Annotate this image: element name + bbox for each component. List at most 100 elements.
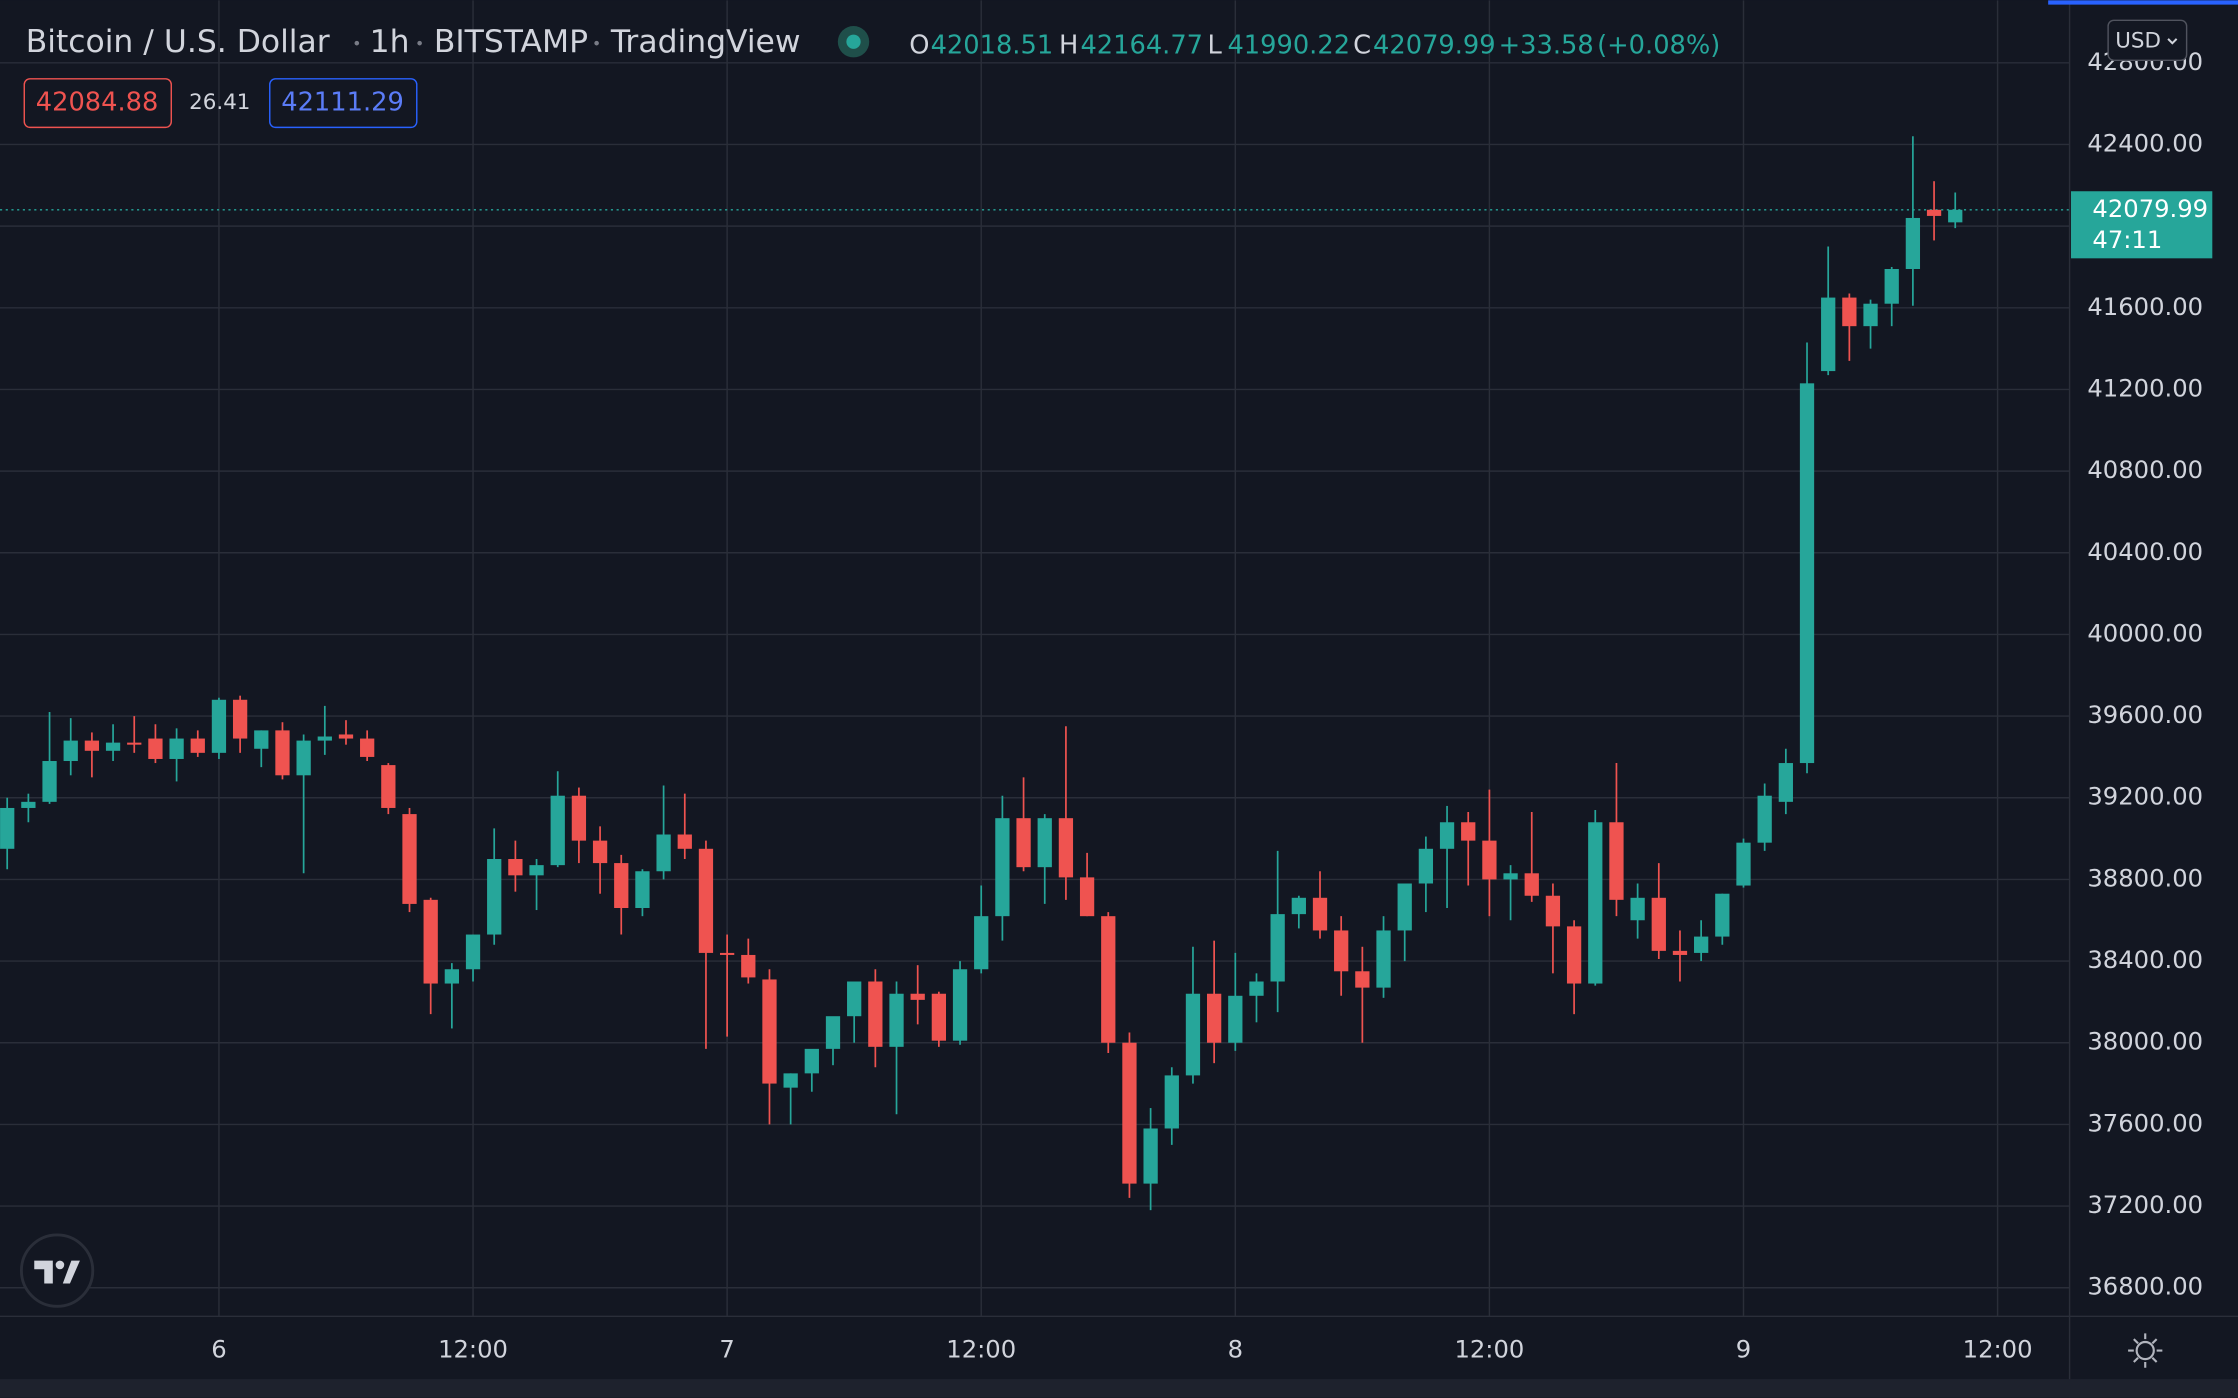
candle-body xyxy=(42,761,57,802)
candle-body xyxy=(1418,848,1434,884)
separator xyxy=(594,40,599,46)
candle-body xyxy=(889,993,904,1047)
y-tick-label: 36800.00 xyxy=(2087,1272,2203,1301)
ohlc-header: O 42018.51 H 42164.77 L 41990.22 C 42079.99 xyxy=(909,31,1495,61)
candle-body xyxy=(1461,822,1476,841)
candle-body xyxy=(21,801,36,808)
candle-body xyxy=(232,699,248,739)
currency-button[interactable] xyxy=(2107,19,2188,61)
candle-body xyxy=(614,863,629,909)
status-dot xyxy=(846,34,861,49)
y-tick-label: 41600.00 xyxy=(2087,292,2203,321)
candle-body xyxy=(550,795,565,866)
candle-body xyxy=(1312,897,1328,931)
x-tick-label: 6 xyxy=(211,1335,226,1364)
source: TradingView xyxy=(610,24,801,60)
candle-body xyxy=(1736,842,1751,886)
candle-body xyxy=(63,740,78,762)
separator xyxy=(354,40,360,46)
candle-body xyxy=(254,730,269,749)
bottom-strip xyxy=(0,1379,2238,1398)
candle-body xyxy=(211,699,227,753)
candle-body xyxy=(741,954,756,978)
logo-mark xyxy=(34,1260,80,1284)
candle-body xyxy=(974,916,989,970)
candle-body xyxy=(1058,818,1074,878)
candle-body xyxy=(1566,926,1582,984)
top-accent xyxy=(2048,0,2238,5)
candle-body xyxy=(698,848,714,953)
buy-box[interactable] xyxy=(269,78,418,129)
change-percent: (+0.08%) xyxy=(1597,31,1720,61)
sell-price[interactable]: 42084.88 xyxy=(36,88,159,118)
candle-body xyxy=(360,738,375,757)
candles xyxy=(0,136,1963,1211)
y-tick-label: 39600.00 xyxy=(2087,700,2203,729)
candle-body xyxy=(1206,993,1222,1043)
candle-body xyxy=(1037,818,1052,868)
candle-body xyxy=(804,1048,819,1074)
candle-body xyxy=(1503,873,1518,880)
candle-body xyxy=(1926,209,1942,216)
candle-body xyxy=(825,1016,841,1049)
candle-body xyxy=(1545,895,1561,927)
candle-body xyxy=(127,742,142,745)
candle-body xyxy=(1334,930,1349,972)
candle-body xyxy=(1694,936,1709,953)
candle-body xyxy=(1101,916,1116,1043)
candle-body xyxy=(1588,822,1603,984)
currency-caret xyxy=(2167,38,2178,45)
logo[interactable] xyxy=(19,1233,95,1308)
ohlc-letter: C xyxy=(1353,31,1371,61)
candle-body xyxy=(275,730,290,776)
x-tick-label: 12:00 xyxy=(1454,1335,1524,1364)
candle-body xyxy=(677,834,692,849)
change: +33.58 xyxy=(1499,31,1594,61)
candle-body xyxy=(635,871,650,909)
candle-body xyxy=(381,765,396,808)
candle-body xyxy=(1016,818,1031,868)
x-tick-label: 7 xyxy=(719,1335,734,1364)
candle-body xyxy=(0,807,15,849)
y-tick-label: 42400.00 xyxy=(2087,128,2203,157)
candle-body xyxy=(1778,763,1793,802)
candle-body xyxy=(571,795,587,841)
last-price-label: 42079.99 xyxy=(2092,194,2208,223)
grid xyxy=(0,0,2070,1317)
candle-body xyxy=(1079,877,1095,917)
x-tick-label: 9 xyxy=(1736,1335,1751,1364)
buy-price[interactable]: 42111.29 xyxy=(281,88,404,118)
candle-body xyxy=(952,969,968,1041)
candle-body xyxy=(1884,269,1899,304)
y-tick-label: 37600.00 xyxy=(2087,1108,2203,1137)
candle-body xyxy=(1143,1128,1158,1184)
candle-body xyxy=(868,981,883,1047)
y-tick-label: 40400.00 xyxy=(2087,537,2203,566)
candle-body xyxy=(1291,897,1306,915)
x-tick-label: 12:00 xyxy=(1963,1335,2033,1364)
ohlc-value: 42164.77 xyxy=(1080,31,1203,61)
exchange: BITSTAMP xyxy=(434,24,588,60)
ohlc-value: 42018.51 xyxy=(931,31,1054,61)
x-tick-label: 12:00 xyxy=(946,1335,1016,1364)
candle-body xyxy=(1757,795,1772,843)
x-tick-label: 8 xyxy=(1228,1335,1243,1364)
candle-body xyxy=(444,969,459,984)
settings-icon[interactable] xyxy=(2128,1333,2163,1368)
sell-box[interactable] xyxy=(23,78,172,129)
ohlc-letter: H xyxy=(1059,31,1078,61)
candle-body xyxy=(1630,897,1645,921)
candle-body xyxy=(1609,822,1624,900)
y-tick-label: 39200.00 xyxy=(2087,782,2203,811)
symbol: Bitcoin / U.S. Dollar xyxy=(26,24,330,60)
countdown: 47:11 xyxy=(2092,225,2162,254)
candle-body xyxy=(105,742,121,751)
candle-body xyxy=(1185,993,1201,1076)
candle-body xyxy=(1821,297,1836,372)
separator xyxy=(417,40,422,46)
currency[interactable]: USD xyxy=(2115,29,2161,54)
candle-body xyxy=(1651,897,1666,951)
candle-body xyxy=(1524,873,1539,896)
